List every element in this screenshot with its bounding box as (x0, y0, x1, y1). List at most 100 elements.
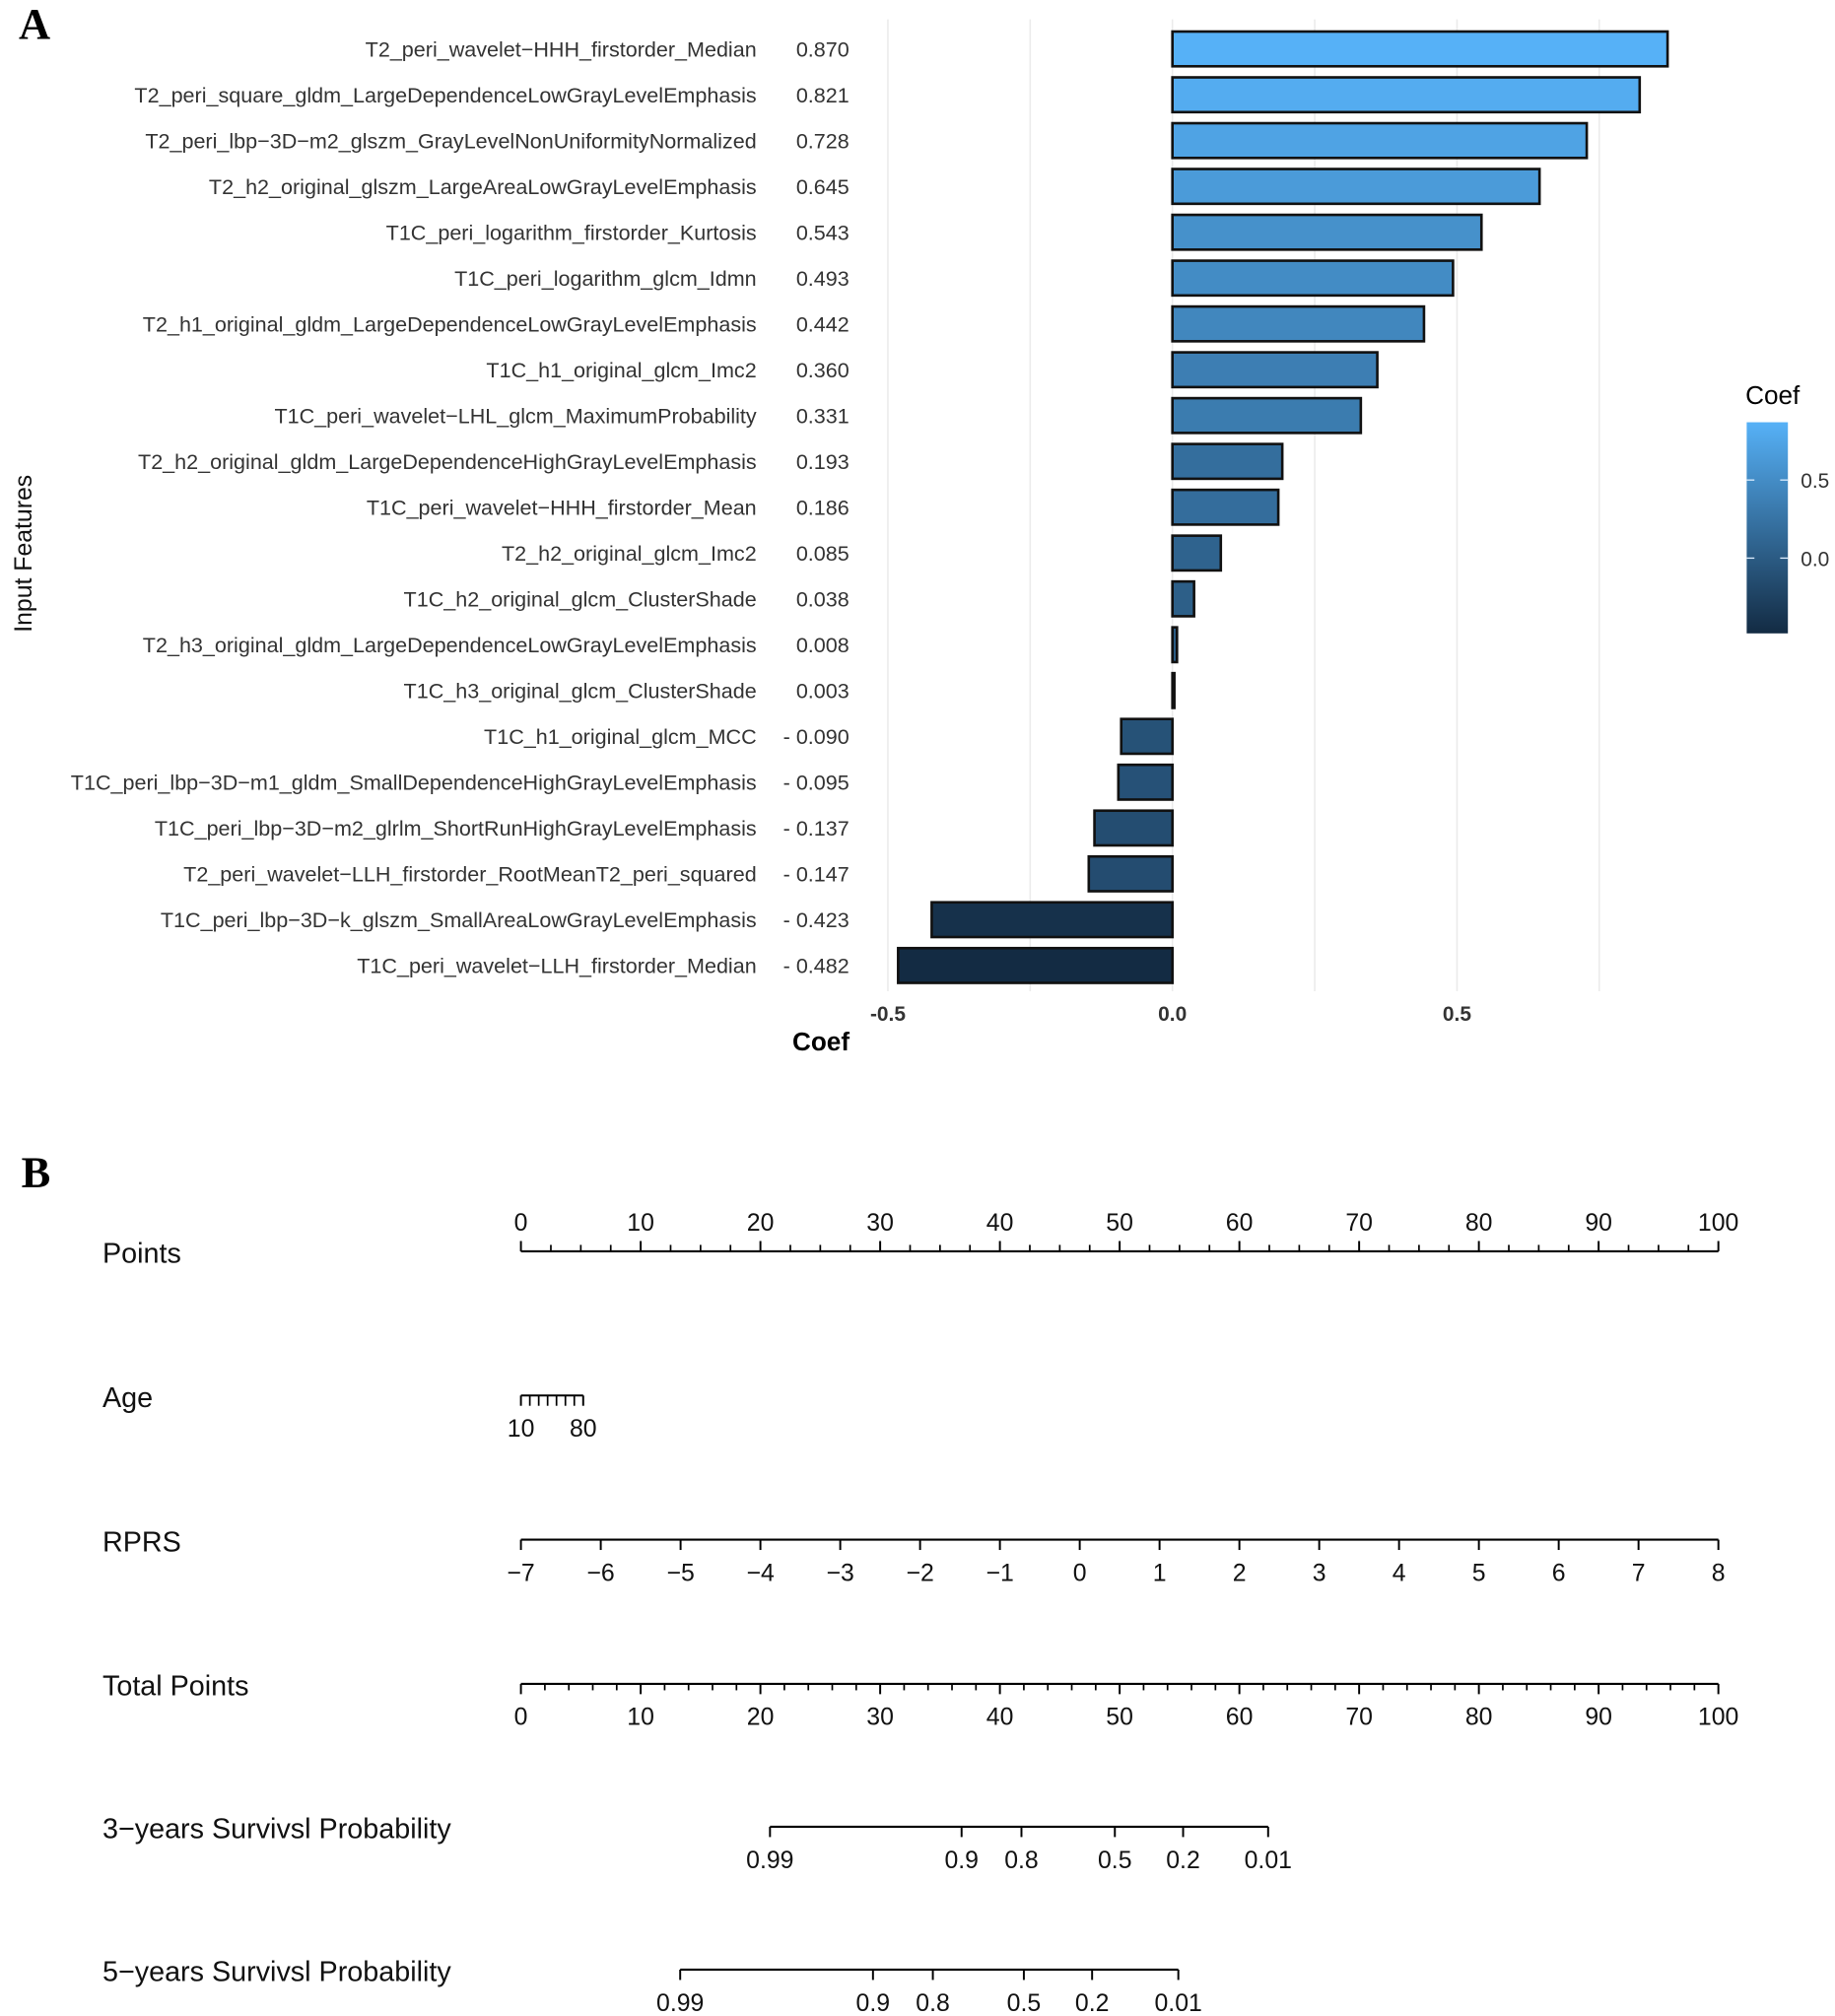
value-label: 0.193 (796, 449, 850, 474)
x-tick-label: 0.0 (1158, 1003, 1187, 1026)
tick-label: 60 (1226, 1705, 1254, 1731)
bar (1171, 396, 1363, 435)
bar (1171, 76, 1642, 114)
x-tick-label: -0.5 (870, 1003, 906, 1026)
x-tick-label: 0.5 (1443, 1003, 1471, 1026)
tick-label: −1 (985, 1560, 1013, 1586)
bar (1171, 213, 1483, 251)
tick-label: 70 (1345, 1705, 1373, 1731)
tick-label: 80 (1465, 1705, 1493, 1731)
feature-label: T1C_peri_wavelet−LHL_glcm_MaximumProbabi… (274, 404, 756, 429)
bar (1171, 442, 1284, 481)
bar (1171, 626, 1179, 664)
coef-bar-chart: T2_peri_wavelet−HHH_firstorder_Median 0.8… (11, 19, 1829, 1056)
tick-label: 30 (866, 1210, 894, 1237)
feature-label: T1C_h2_original_glcm_ClusterShade (404, 587, 757, 612)
tick-label: 0.2 (1166, 1848, 1200, 1874)
tick-label: −3 (826, 1560, 853, 1586)
legend-tick-label: 0.5 (1801, 470, 1829, 493)
feature-label: T1C_peri_wavelet−HHH_firstorder_Mean (367, 496, 757, 520)
tick-label: 1 (1153, 1560, 1167, 1586)
tick-label: 0.8 (916, 1990, 950, 2016)
tick-label: 0.99 (656, 1990, 704, 2016)
tick-label: 0.8 (1004, 1848, 1039, 1874)
value-label: 0.186 (796, 496, 850, 520)
feature-label: T1C_peri_lbp−3D−k_glszm_SmallAreaLowGray… (161, 907, 757, 932)
tick-label: 5 (1472, 1560, 1486, 1586)
bar (1171, 351, 1379, 389)
tick-label: 30 (866, 1705, 894, 1731)
bar (1171, 168, 1541, 206)
tick-label: 6 (1552, 1560, 1566, 1586)
tick-label: 90 (1585, 1705, 1612, 1731)
tick-label: 0.01 (1155, 1990, 1202, 2016)
bar (1120, 717, 1174, 756)
tick-label: 0 (514, 1210, 528, 1237)
value-label: 0.003 (796, 679, 850, 704)
tick-label: 10 (508, 1416, 535, 1443)
tick-label: −7 (507, 1560, 534, 1586)
tick-label: 0.9 (856, 1990, 891, 2016)
x-axis-title: Coef (792, 1027, 850, 1056)
feature-label: T2_h2_original_glszm_LargeAreaLowGrayLev… (209, 174, 757, 199)
tick-label: 50 (1106, 1210, 1133, 1237)
value-label: 0.085 (796, 541, 850, 566)
tick-label: 0.2 (1075, 1990, 1110, 2016)
bar (1171, 121, 1589, 160)
tick-label: −4 (746, 1560, 774, 1586)
tick-label: 10 (627, 1705, 654, 1731)
tick-label: 0 (514, 1705, 528, 1731)
value-label: - 0.137 (783, 816, 850, 840)
tick-label: 60 (1226, 1210, 1254, 1237)
feature-label: T1C_peri_logarithm_glcm_Idmn (454, 266, 757, 291)
feature-label: T1C_peri_lbp−3D−m1_gldm_SmallDependenceH… (71, 771, 757, 795)
tick-label: 3 (1313, 1560, 1326, 1586)
feature-label: T1C_peri_logarithm_firstorder_Kurtosis (386, 221, 757, 245)
feature-label: T1C_peri_lbp−3D−m2_glrlm_ShortRunHighGra… (155, 816, 757, 840)
tick-label: 100 (1698, 1705, 1738, 1731)
row-label: Age (102, 1382, 153, 1414)
value-label: 0.442 (796, 312, 850, 337)
feature-label: T2_peri_wavelet−LLH_firstorder_RootMeanT… (183, 862, 757, 887)
bar (1171, 30, 1669, 68)
tick-label: 100 (1698, 1210, 1738, 1237)
value-label: 0.360 (796, 358, 850, 382)
bar (1171, 488, 1280, 526)
value-label: 0.870 (796, 36, 850, 61)
bar (930, 901, 1174, 939)
tick-label: 90 (1585, 1210, 1612, 1237)
feature-label: T2_peri_square_gldm_LargeDependenceLowGr… (134, 83, 756, 107)
tick-label: 20 (747, 1705, 775, 1731)
row-label: Points (102, 1239, 181, 1270)
value-label: 0.493 (796, 266, 850, 291)
tick-label: 10 (627, 1210, 654, 1237)
value-label: 0.728 (796, 129, 850, 154)
feature-label: T2_peri_wavelet−HHH_firstorder_Median (366, 36, 757, 61)
bar (1171, 671, 1176, 709)
bar (1093, 809, 1174, 847)
feature-label: T1C_h3_original_glcm_ClusterShade (404, 679, 757, 704)
colorbar (1746, 422, 1789, 634)
tick-label: 50 (1106, 1705, 1133, 1731)
panel-a-label: A (19, 0, 50, 48)
tick-label: 0.5 (1098, 1848, 1132, 1874)
tick-label: 0.9 (944, 1848, 979, 1874)
tick-label: 70 (1345, 1210, 1373, 1237)
feature-label: T2_h2_original_gldm_LargeDependenceHighG… (138, 449, 757, 474)
tick-label: 40 (986, 1705, 1014, 1731)
feature-label: T2_h3_original_gldm_LargeDependenceLowGr… (143, 633, 757, 657)
feature-label: T2_h2_original_glcm_Imc2 (502, 541, 757, 566)
value-label: 0.543 (796, 221, 850, 245)
bar (1171, 304, 1426, 343)
bar (1171, 534, 1223, 572)
row-label: 3−years Survivsl Probability (102, 1814, 451, 1846)
panel-b-label: B (22, 1148, 51, 1197)
tick-label: 7 (1632, 1560, 1646, 1586)
value-label: - 0.095 (783, 771, 850, 795)
tick-label: −5 (666, 1560, 694, 1586)
feature-label: T1C_h1_original_glcm_MCC (484, 724, 757, 749)
tick-label: 0.99 (746, 1848, 793, 1874)
value-label: 0.008 (796, 633, 850, 657)
